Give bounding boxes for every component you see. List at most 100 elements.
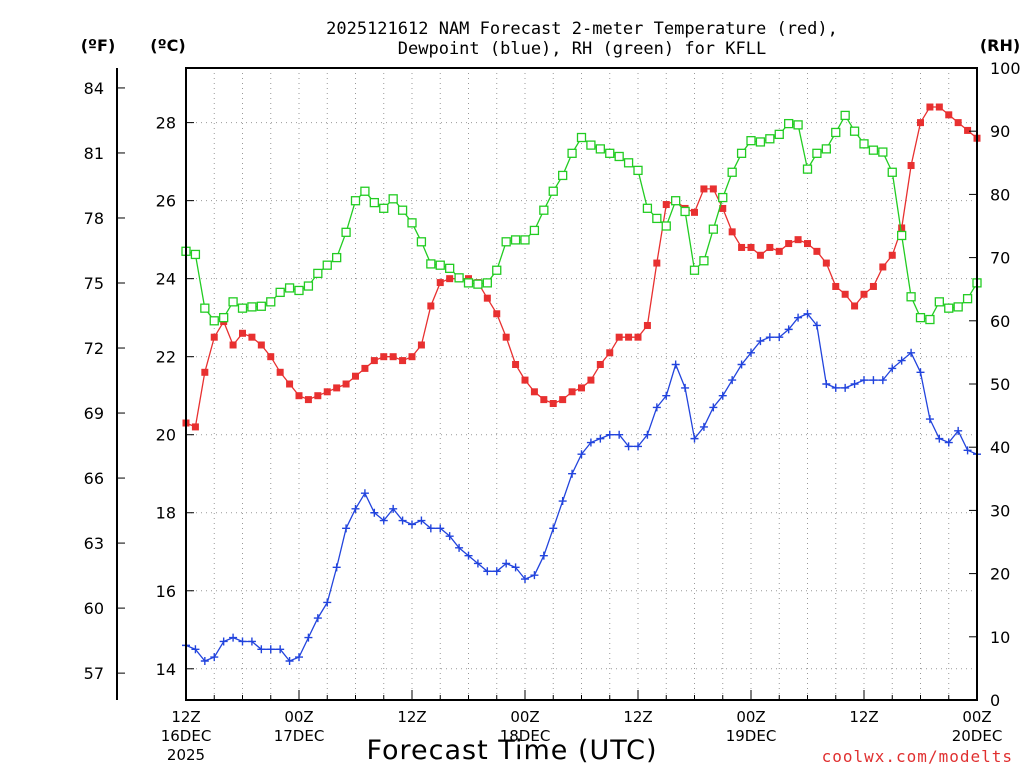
x-tick-label: 18DEC	[500, 727, 551, 745]
x-tick-label: 12Z	[397, 708, 426, 726]
temperature-point	[257, 341, 265, 349]
rh-point	[623, 158, 634, 168]
temperature-point	[201, 368, 209, 376]
temperature-point	[587, 376, 595, 384]
rh-tick-label: 20	[990, 565, 1010, 584]
temperature-point	[417, 341, 425, 349]
rh-point	[435, 260, 445, 270]
rh-tick-label: 10	[990, 628, 1010, 647]
temperature-point	[304, 396, 312, 404]
dewpoint-point	[615, 430, 624, 439]
temperature-point	[775, 247, 783, 255]
dewpoint-point	[605, 430, 614, 439]
rh-point	[379, 203, 389, 213]
temperature-point	[869, 282, 877, 290]
rh-point	[369, 197, 379, 208]
rh-point	[548, 186, 558, 196]
temperature-point	[653, 259, 661, 267]
rh-point	[266, 297, 276, 307]
temperature-point	[248, 333, 256, 341]
dewpoint-point	[869, 376, 878, 385]
rh-point	[492, 265, 502, 275]
rh-point	[784, 118, 794, 129]
dewpoint-point	[643, 430, 652, 439]
rh-point	[765, 134, 775, 144]
rh-point	[397, 205, 408, 215]
celsius-tick-label: 14	[156, 660, 176, 679]
dewpoint-point	[219, 637, 228, 646]
dewpoint-point	[841, 383, 850, 392]
temperature-point	[530, 388, 538, 396]
dewpoint-point	[699, 422, 708, 431]
rh-point	[209, 316, 219, 326]
dewpoint-point	[850, 380, 859, 388]
dewpoint-point	[596, 434, 605, 443]
dewpoint-point	[210, 653, 219, 662]
dewpoint-point	[577, 450, 586, 459]
rh-point	[190, 249, 201, 260]
rh-point	[868, 145, 879, 155]
rh-point	[962, 294, 973, 304]
dewpoint-point	[483, 567, 492, 576]
fahrenheit-tick-label: 69	[84, 404, 104, 423]
fahrenheit-tick-label: 84	[84, 79, 104, 98]
temperature-point	[662, 201, 670, 209]
temperature-point	[361, 364, 369, 372]
rh-tick-label: 100	[990, 59, 1021, 78]
rh-tick-label: 80	[990, 185, 1010, 204]
rh-point	[322, 260, 332, 270]
rh-point	[416, 237, 427, 247]
dewpoint-point	[200, 656, 209, 665]
rh-point	[849, 126, 860, 136]
dewpoint-point	[332, 563, 341, 572]
dewpoint-point	[831, 383, 840, 392]
temperature-point	[691, 208, 698, 216]
dewpoint-point	[229, 633, 238, 642]
dewpoint-point	[539, 551, 548, 560]
dewpoint-point	[191, 645, 200, 654]
rh-point	[812, 148, 822, 158]
series-temperature	[182, 103, 981, 431]
temperature-point	[785, 240, 793, 248]
dewpoint-point	[247, 637, 256, 646]
dewpoint-point	[822, 380, 831, 388]
rh-point	[463, 278, 474, 288]
temperature-point	[917, 119, 924, 127]
celsius-tick-label: 18	[156, 504, 176, 523]
rh-tick-label: 30	[990, 501, 1010, 520]
temperature-point	[700, 185, 708, 193]
rh-point	[284, 283, 295, 293]
dewpoint-point	[276, 645, 285, 654]
x-tick-label: 12Z	[171, 708, 200, 726]
temperature-point	[709, 185, 717, 193]
dewpoint-point	[313, 614, 322, 623]
dewpoint-point	[568, 469, 577, 478]
rh-point	[219, 312, 229, 323]
temperature-point	[766, 243, 774, 251]
rh-tick-label: 90	[990, 122, 1010, 141]
axes: 14 16 18 20 22 24 26 28 57 60 63 66 69 72 75 78 81 84 0 10 2…	[84, 59, 1021, 764]
dewpoint-point	[257, 645, 266, 654]
dewpoint-point	[455, 543, 464, 552]
rh-point	[341, 227, 351, 237]
dewpoint-point	[530, 571, 539, 580]
rh-point	[247, 302, 257, 312]
rh-point	[388, 194, 398, 204]
rh-point	[831, 127, 841, 138]
rh-point	[256, 301, 266, 311]
rh-tick-label: 50	[990, 375, 1010, 394]
dewpoint-point	[709, 403, 718, 412]
dewpoint-point	[681, 383, 690, 392]
dewpoint-point	[266, 645, 275, 654]
temperature-point	[295, 392, 303, 400]
temperature-point	[606, 349, 614, 357]
temperature-point	[549, 400, 557, 408]
celsius-tick-label: 26	[156, 192, 176, 211]
temperature-point	[483, 294, 491, 302]
series-rh	[181, 110, 982, 326]
temperature-point	[323, 388, 331, 396]
x-tick-label: 20DEC	[952, 727, 1003, 745]
dewpoint-point	[624, 442, 633, 451]
temperature-point	[267, 353, 275, 361]
